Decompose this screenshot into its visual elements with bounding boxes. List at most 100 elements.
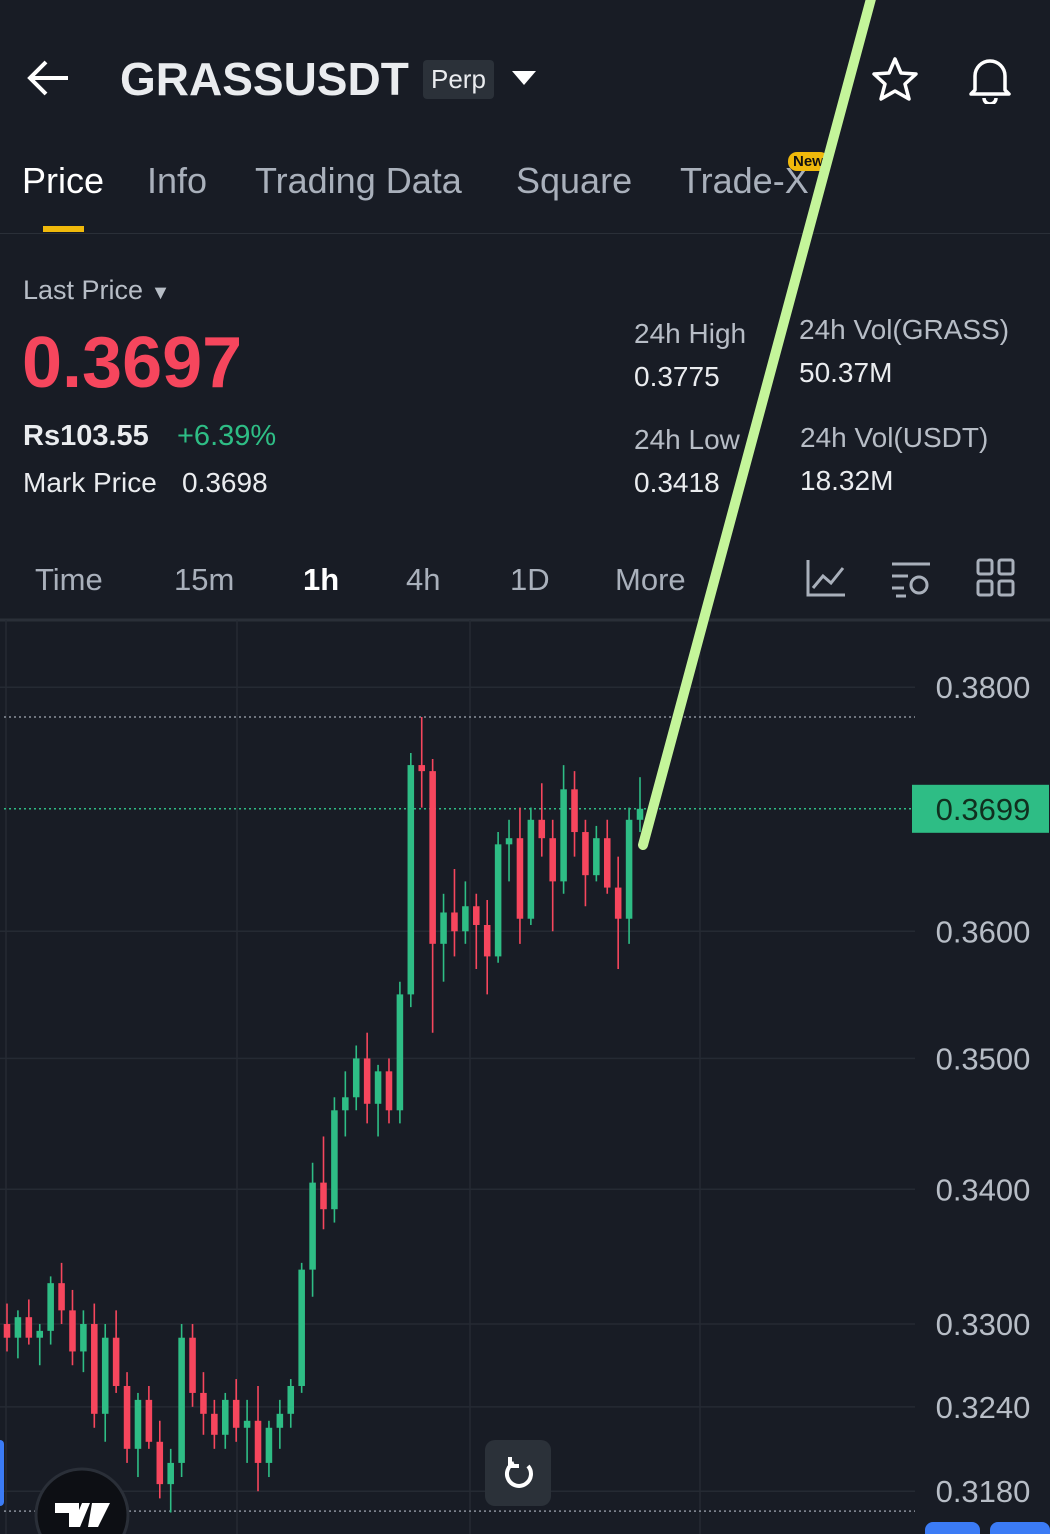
candle-body xyxy=(287,1385,295,1414)
y-tick-label: 0.3500 xyxy=(936,1041,1031,1076)
y-tick-label: 0.3800 xyxy=(936,670,1031,705)
candle-body xyxy=(91,1324,98,1414)
candle-body xyxy=(123,1385,131,1449)
candle-body xyxy=(222,1399,229,1435)
candle-body xyxy=(167,1462,174,1485)
back-button[interactable] xyxy=(24,58,72,98)
stat-label: 24h Low xyxy=(634,424,740,455)
candle-body xyxy=(309,1182,316,1270)
tab[interactable]: Trading Data xyxy=(255,160,462,201)
y-tick-label: 0.3180 xyxy=(936,1474,1031,1509)
candle-body xyxy=(69,1310,76,1352)
annotation-line xyxy=(638,0,876,850)
candle-body xyxy=(80,1324,87,1352)
candle-body xyxy=(636,808,644,820)
alert-button[interactable] xyxy=(965,52,1015,104)
perp-badge: Perp xyxy=(423,60,494,99)
candle-body xyxy=(440,912,447,944)
reset-icon xyxy=(505,1457,533,1488)
last-price-label[interactable]: Last Price ▼ xyxy=(23,275,171,305)
mark-price-label: Mark Price xyxy=(23,467,157,498)
candle-body xyxy=(47,1283,54,1331)
candle-body xyxy=(276,1413,284,1428)
interval[interactable]: 15m xyxy=(174,562,235,597)
candle-body xyxy=(14,1317,22,1338)
candle-body xyxy=(429,771,436,944)
interval[interactable]: More xyxy=(615,562,686,597)
candle-body xyxy=(211,1413,218,1435)
interval[interactable]: 1D xyxy=(510,562,550,597)
candle-body xyxy=(473,906,480,925)
tab[interactable]: Trade-X xyxy=(680,160,809,201)
candle-body xyxy=(396,994,404,1111)
active-tab-indicator xyxy=(43,226,84,232)
symbol-dropdown[interactable] xyxy=(510,68,538,88)
interval[interactable]: Time xyxy=(35,562,103,597)
candle-body xyxy=(101,1337,109,1414)
tab[interactable]: Info xyxy=(147,160,208,201)
layout-icon[interactable] xyxy=(976,558,1016,598)
candle-body xyxy=(112,1337,120,1386)
candle-body xyxy=(418,765,425,772)
divider xyxy=(0,233,1050,234)
candle-body xyxy=(145,1399,153,1442)
tradingview-mark xyxy=(55,1503,110,1527)
tab[interactable]: Square xyxy=(516,160,633,201)
candle-body xyxy=(36,1330,44,1338)
candle-body xyxy=(3,1324,11,1338)
local-price: Rs103.55 xyxy=(23,420,149,452)
bottom-button xyxy=(990,1522,1050,1534)
label: Last Price xyxy=(23,275,144,305)
candle-body xyxy=(560,789,567,882)
candle-body xyxy=(352,1058,360,1098)
stat-label: 24h Vol(USDT) xyxy=(800,422,989,453)
y-tick-label: 0.3600 xyxy=(936,914,1031,949)
candle-body xyxy=(189,1337,196,1393)
candle-body xyxy=(451,912,458,932)
interval[interactable]: 1h xyxy=(303,562,340,597)
candle-body xyxy=(243,1420,251,1428)
interval[interactable]: 4h xyxy=(406,562,441,597)
price-change: +6.39% xyxy=(177,420,277,452)
last-price-tag xyxy=(912,784,1049,833)
candle-body xyxy=(254,1420,262,1463)
candle-body xyxy=(538,819,546,839)
stat-label: 24h Vol(GRASS) xyxy=(799,314,1010,345)
candle-body xyxy=(505,838,513,845)
chart-background xyxy=(0,620,1050,1534)
candle-body xyxy=(625,819,633,919)
candle-body xyxy=(462,906,469,932)
symbol[interactable]: GRASSUSDT xyxy=(120,53,409,105)
candle-body xyxy=(614,887,622,919)
bottom-button xyxy=(925,1522,980,1534)
y-tick-label: 0.3300 xyxy=(936,1307,1031,1342)
reset-button[interactable] xyxy=(485,1440,551,1506)
candle-body xyxy=(298,1269,305,1386)
last-price-tag-label: 0.3699 xyxy=(936,792,1031,827)
indicator-icon[interactable] xyxy=(805,558,847,598)
tab[interactable]: Price xyxy=(22,160,105,201)
candle-body xyxy=(331,1110,338,1210)
candle-body xyxy=(156,1441,164,1485)
candle-body xyxy=(232,1399,240,1428)
stat-label: 24h High xyxy=(634,318,747,349)
y-tick-label: 0.3400 xyxy=(936,1172,1031,1207)
candle-body xyxy=(200,1392,207,1414)
settings-icon[interactable] xyxy=(890,558,932,598)
candle-body xyxy=(320,1182,327,1210)
candle-body xyxy=(178,1337,185,1463)
mark-price: 0.3698 xyxy=(182,467,268,498)
last-price: 0.3697 xyxy=(22,323,243,403)
candle-body xyxy=(483,924,491,957)
candle-body xyxy=(385,1071,393,1111)
candle-body xyxy=(516,838,524,919)
stat-value: 0.3418 xyxy=(634,467,720,498)
candle-body xyxy=(134,1399,142,1449)
candle-body xyxy=(342,1097,349,1111)
tradingview-logo xyxy=(34,1467,130,1534)
candle-body xyxy=(25,1317,33,1338)
favorite-button[interactable] xyxy=(870,55,920,105)
candle-body xyxy=(582,832,589,876)
